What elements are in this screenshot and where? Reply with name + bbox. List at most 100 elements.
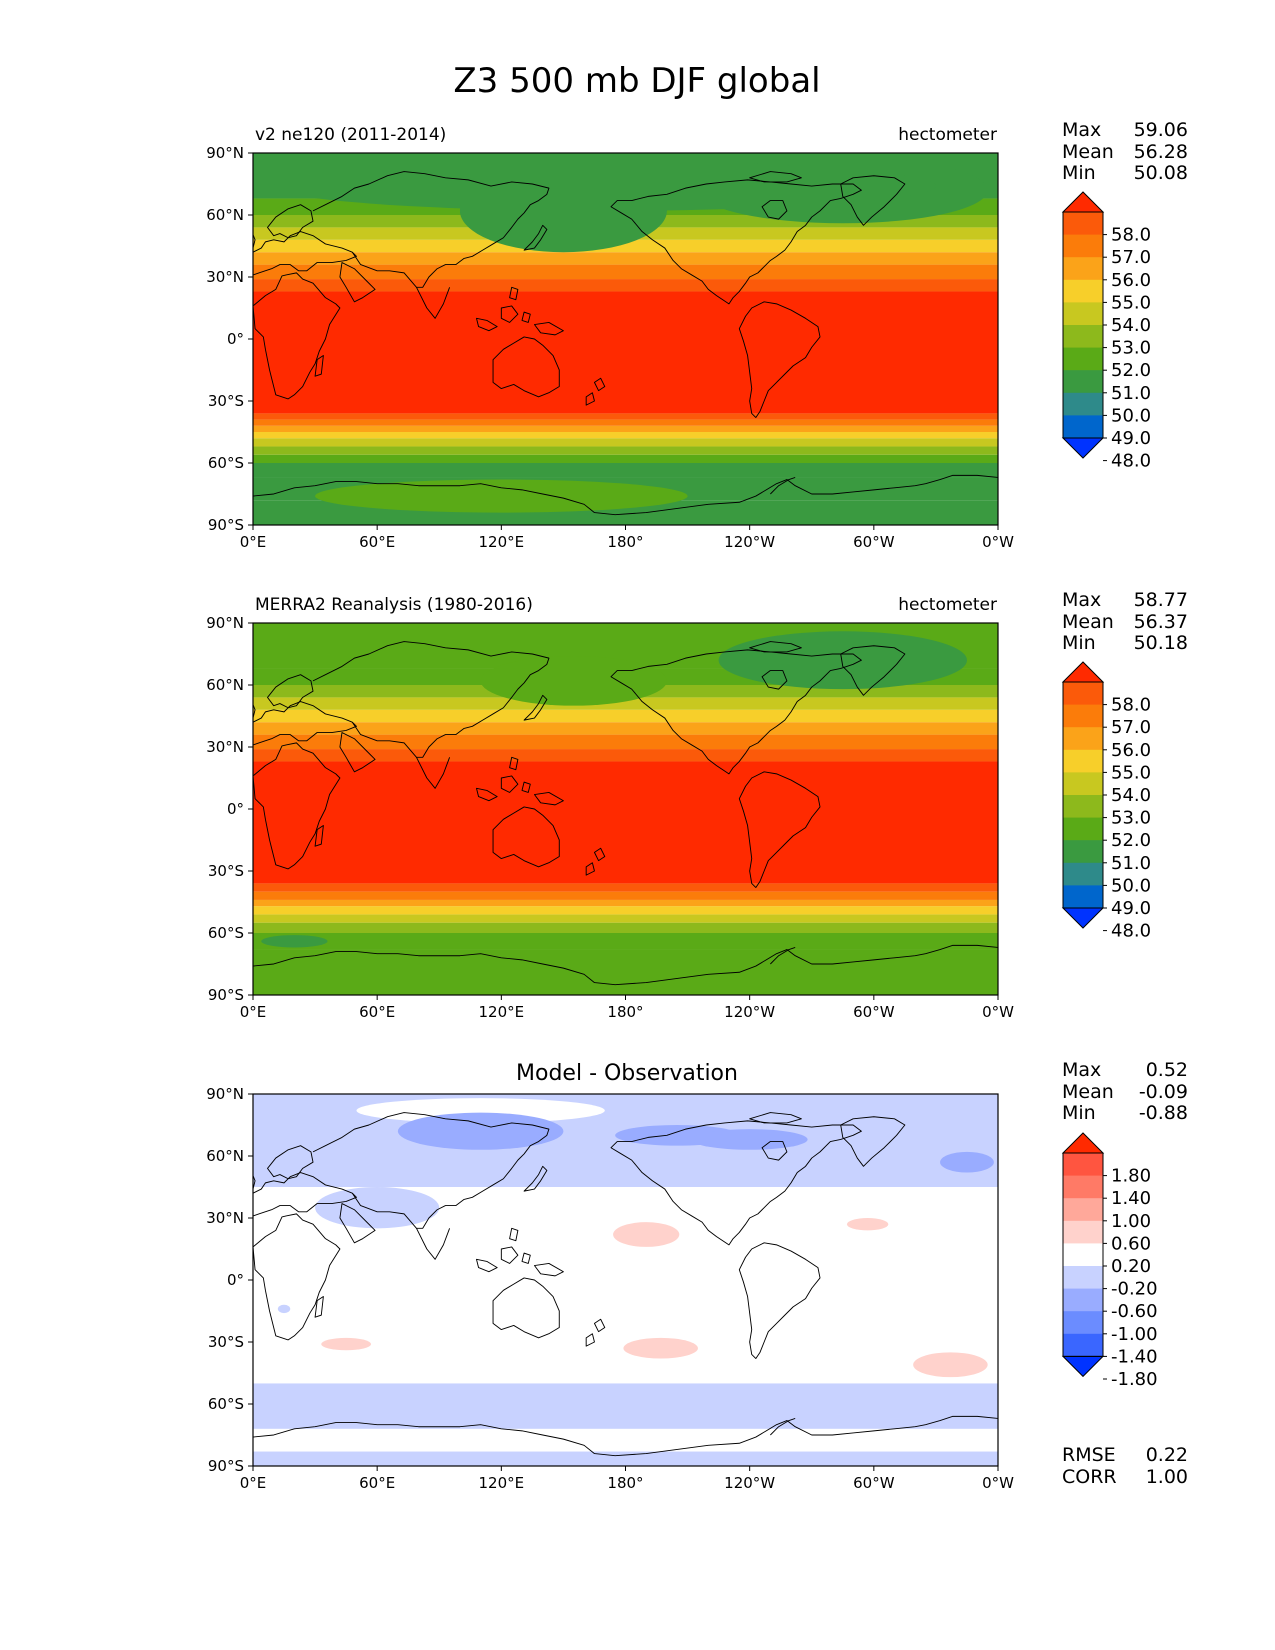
contour-band — [253, 914, 998, 923]
colorbar-extend-bottom — [1061, 1355, 1105, 1378]
colorbar-tick-label: -1.80 — [1111, 1369, 1158, 1390]
stat-max-value: 0.52 — [1146, 1059, 1188, 1081]
x-tick-label: 180° — [607, 533, 643, 551]
stat-min-value: -0.88 — [1139, 1102, 1188, 1124]
contour-band — [253, 761, 998, 884]
contour-band — [253, 749, 998, 762]
contour-region — [913, 1352, 988, 1378]
colorbar-swatch — [1063, 370, 1103, 394]
panel-reference: MERRA2 Reanalysis (1980-2016) hectometer… — [206, 589, 1188, 1021]
contour-region — [397, 1112, 564, 1150]
x-tick-label: 180° — [607, 1003, 643, 1021]
y-tick-label: 0° — [227, 1271, 244, 1289]
colorbar-swatch — [1063, 1333, 1103, 1357]
contour-band — [253, 933, 998, 950]
y-tick-label: 30°N — [206, 1209, 244, 1227]
contour-band — [253, 446, 998, 455]
panel-center-title: Model - Observation — [516, 1061, 738, 1086]
contour-band — [253, 279, 998, 292]
colorbar-swatch — [1063, 885, 1103, 909]
colorbar-extend-bottom — [1061, 437, 1105, 459]
colorbar-tick-label: 50.0 — [1111, 405, 1151, 426]
colorbar-tick-label: 56.0 — [1111, 270, 1151, 291]
stat-min-label: Min — [1062, 632, 1096, 654]
colorbar-swatch — [1063, 772, 1103, 796]
stats-block: Max 59.06 Mean 56.28 Min 50.08 — [1062, 119, 1188, 184]
colorbar-tick-label: 48.0 — [1111, 451, 1151, 472]
colorbar: 1.801.401.000.600.20-0.20-0.60-1.00-1.40… — [1061, 1132, 1158, 1390]
colorbar-swatch — [1063, 1220, 1103, 1244]
stats-block: Max 58.77 Mean 56.37 Min 50.18 — [1062, 589, 1188, 654]
contour-band — [253, 1428, 998, 1452]
colorbar-frame — [1062, 1152, 1104, 1357]
metrics-block: RMSE 0.22 CORR 1.00 — [1062, 1444, 1188, 1488]
y-tick-label: 90°N — [206, 1085, 244, 1103]
colorbar-tick-label: 53.0 — [1111, 808, 1151, 829]
colorbar-swatch — [1063, 302, 1103, 326]
colorbar-swatch — [1063, 392, 1103, 416]
contour-band — [253, 413, 998, 420]
y-tick-label: 30°S — [208, 862, 244, 880]
colorbar-tick-label: 54.0 — [1111, 315, 1151, 336]
contour-region — [273, 161, 936, 211]
contour-region — [277, 1304, 291, 1314]
x-tick-label: 0°W — [982, 1003, 1014, 1021]
x-tick-label: 0°E — [240, 533, 267, 551]
colorbar-tick-label: 54.0 — [1111, 785, 1151, 806]
colorbar-swatch — [1063, 795, 1103, 819]
contour-region — [846, 1218, 889, 1231]
contour-region — [940, 1151, 994, 1173]
colorbar-swatch — [1063, 212, 1103, 236]
stat-mean-label: Mean — [1062, 141, 1114, 163]
colorbar-swatch — [1063, 1288, 1103, 1312]
colorbar-swatch — [1063, 234, 1103, 258]
colorbar-swatch — [1063, 727, 1103, 751]
stat-min-label: Min — [1062, 162, 1096, 184]
colorbar-extend-top — [1061, 661, 1105, 683]
contour-band — [253, 252, 998, 265]
x-tick-label: 120°W — [724, 1003, 775, 1021]
contour-region — [321, 1337, 371, 1351]
x-tick-label: 120°E — [479, 1474, 525, 1492]
contour-band — [253, 432, 998, 439]
colorbar-tick-label: -0.60 — [1111, 1301, 1158, 1322]
contour-band — [253, 419, 998, 426]
x-tick-label: 60°E — [359, 533, 395, 551]
y-tick-label: 30°S — [208, 1333, 244, 1351]
colorbar-swatch — [1063, 415, 1103, 439]
colorbar-swatch — [1063, 1243, 1103, 1267]
colorbar-tick-label: -0.20 — [1111, 1279, 1158, 1300]
contour-band — [253, 438, 998, 447]
colorbar-swatch — [1063, 862, 1103, 886]
y-tick-label: 60°N — [206, 206, 244, 224]
x-tick-label: 120°E — [479, 533, 525, 551]
contour-band — [253, 922, 998, 933]
colorbar-swatch — [1063, 279, 1103, 303]
y-tick-label: 60°N — [206, 1147, 244, 1165]
colorbar-tick-label: 55.0 — [1111, 762, 1151, 783]
colorbar-tick-label: 1.00 — [1111, 1211, 1151, 1232]
x-tick-label: 120°W — [724, 533, 775, 551]
y-tick-label: 60°S — [208, 924, 244, 942]
colorbar-swatch — [1063, 257, 1103, 281]
x-tick-label: 0°W — [982, 1474, 1014, 1492]
map-field — [253, 153, 998, 525]
panel-test: v2 ne120 (2011-2014) hectometer 0°E 60°E 1… — [206, 119, 1188, 551]
colorbar-swatch — [1063, 704, 1103, 728]
colorbar-tick-label: 57.0 — [1111, 247, 1151, 268]
colorbar-swatch — [1063, 347, 1103, 371]
contour-band — [253, 463, 998, 478]
colorbar-extend-top — [1061, 191, 1105, 213]
stat-mean-value: 56.37 — [1134, 611, 1188, 633]
colorbar-swatch — [1063, 749, 1103, 773]
colorbar-tick-label: 57.0 — [1111, 717, 1151, 738]
figure-title: Z3 500 mb DJF global — [453, 61, 820, 101]
x-tick-label: 0°W — [982, 533, 1014, 551]
x-tick-label: 60°E — [359, 1474, 395, 1492]
x-tick-label: 60°E — [359, 1003, 395, 1021]
contour-band — [253, 899, 998, 907]
contour-region — [356, 1098, 605, 1123]
contour-region — [261, 935, 328, 948]
y-tick-label: 60°S — [208, 1395, 244, 1413]
map-field — [253, 623, 998, 995]
